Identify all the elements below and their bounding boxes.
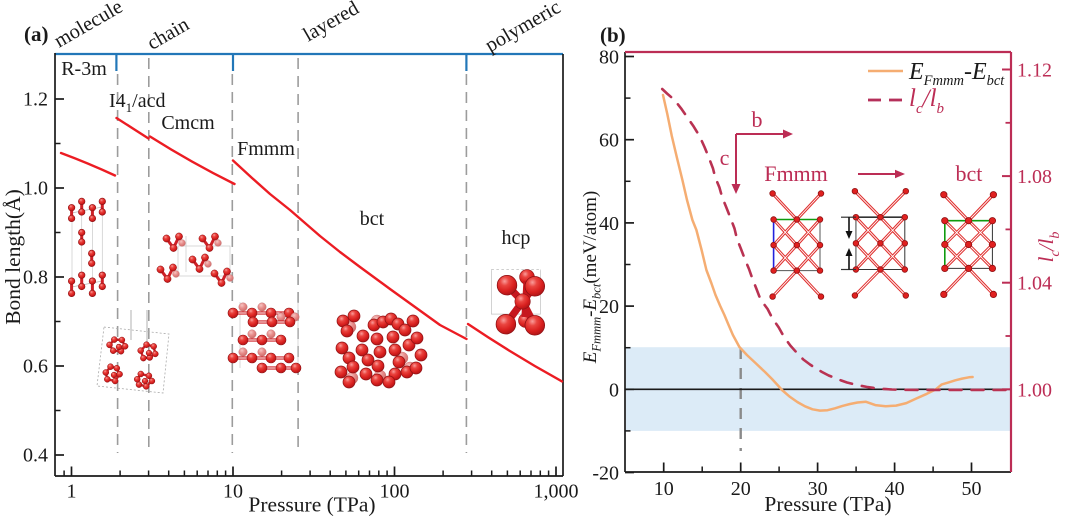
- svg-text:c: c: [720, 145, 730, 170]
- svg-text:1.0: 1.0: [23, 178, 48, 200]
- svg-text:1.08: 1.08: [1017, 166, 1052, 188]
- svg-text:Fmmm: Fmmm: [237, 138, 295, 160]
- svg-text:50: 50: [962, 478, 982, 500]
- svg-text:100: 100: [380, 481, 410, 503]
- svg-text:hcp: hcp: [502, 227, 531, 249]
- svg-text:0: 0: [609, 379, 619, 401]
- svg-text:Bond length(Å): Bond length(Å): [1, 189, 25, 325]
- svg-text:bct: bct: [956, 161, 983, 186]
- svg-text:20: 20: [731, 478, 751, 500]
- svg-text:b: b: [752, 107, 763, 132]
- svg-text:I41/acd: I41/acd: [109, 90, 165, 115]
- svg-text:10: 10: [223, 481, 243, 503]
- svg-text:1.04: 1.04: [1017, 273, 1052, 295]
- svg-text:0.4: 0.4: [23, 445, 48, 467]
- svg-text:(a): (a): [24, 22, 49, 46]
- svg-text:Pressure (TPa): Pressure (TPa): [764, 492, 891, 516]
- svg-text:60: 60: [599, 130, 619, 152]
- svg-text:40: 40: [885, 478, 905, 500]
- svg-text:Fmmm: Fmmm: [764, 161, 828, 186]
- svg-text:1.2: 1.2: [23, 89, 48, 111]
- svg-text:bct: bct: [360, 208, 385, 230]
- svg-text:Cmcm: Cmcm: [161, 112, 215, 134]
- svg-text:30: 30: [808, 478, 828, 500]
- svg-text:10: 10: [654, 478, 674, 500]
- svg-text:0.6: 0.6: [23, 356, 48, 378]
- svg-text:1.00: 1.00: [1017, 379, 1052, 401]
- svg-text:0.8: 0.8: [23, 267, 48, 289]
- svg-text:1: 1: [67, 481, 77, 503]
- svg-text:(b): (b): [600, 23, 626, 47]
- svg-text:Pressure (TPa): Pressure (TPa): [248, 493, 375, 516]
- svg-text:1.12: 1.12: [1017, 60, 1052, 82]
- svg-text:-20: -20: [592, 463, 619, 485]
- svg-text:1,000: 1,000: [534, 481, 579, 503]
- svg-text:EFmmm-Ebct(meV/atom): EFmmm-Ebct(meV/atom): [580, 191, 604, 364]
- svg-text:40: 40: [599, 213, 619, 235]
- svg-text:20: 20: [599, 296, 619, 318]
- svg-text:R-3m: R-3m: [61, 58, 107, 80]
- svg-text:80: 80: [599, 47, 619, 69]
- svg-text:EFmmm-Ebct: EFmmm-Ebct: [908, 59, 1005, 89]
